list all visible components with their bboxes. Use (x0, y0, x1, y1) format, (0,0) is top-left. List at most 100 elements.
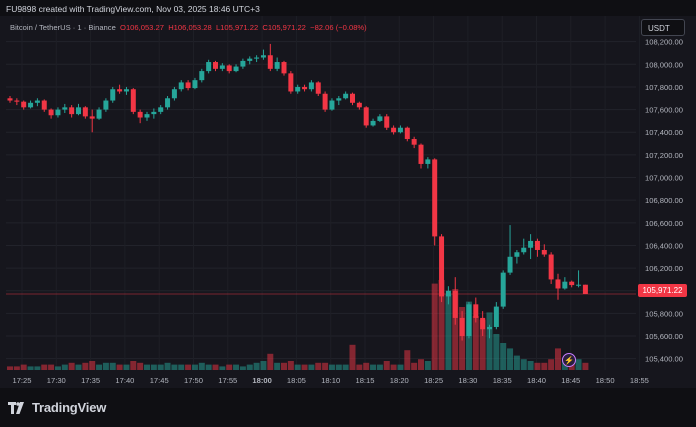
volume-bar (219, 366, 226, 370)
x-tick-label: 17:25 (12, 376, 31, 385)
volume-bar (513, 355, 520, 370)
currency-button[interactable]: USDT (641, 19, 685, 36)
volume-bar (445, 294, 452, 370)
volume-bar (294, 364, 301, 370)
volume-bar (89, 361, 96, 370)
candle-body (117, 89, 123, 92)
y-tick-label: 106,600.00 (645, 219, 683, 228)
x-tick-label: 17:30 (47, 376, 66, 385)
candle-body (459, 317, 465, 337)
candle-body (329, 100, 335, 110)
x-tick-label: 18:05 (287, 376, 306, 385)
volume-bar (328, 364, 335, 370)
lightning-icon[interactable]: ⚡ (562, 353, 576, 367)
volume-bar (431, 283, 438, 370)
candle-body (21, 101, 27, 108)
candle-body (391, 127, 397, 133)
candle-body (432, 159, 438, 237)
candle-body (247, 58, 253, 61)
x-tick-label: 18:40 (527, 376, 546, 385)
volume-bar (260, 361, 267, 370)
high-value: H106,053.28 (168, 23, 212, 32)
volume-bar (397, 364, 404, 370)
candle-body (555, 279, 561, 289)
volume-bar (41, 364, 48, 370)
candle-body (14, 100, 20, 102)
candle-body (295, 86, 301, 92)
x-tick-label: 18:25 (424, 376, 443, 385)
candle-body (493, 306, 499, 327)
candle-body (418, 144, 424, 164)
volume-bar (342, 364, 349, 370)
candle-body (123, 89, 129, 92)
volume-bar (479, 319, 486, 370)
volume-bar (68, 362, 75, 370)
volume-bar (137, 362, 144, 370)
candle-body (206, 62, 212, 72)
candle-body (541, 249, 547, 255)
candlestick-chart[interactable]: 105,400.00105,600.00105,800.00106,000.00… (0, 16, 696, 388)
volume-bar (157, 364, 164, 370)
x-tick-label: 18:50 (596, 376, 615, 385)
candle-body (569, 281, 575, 286)
symbol-title[interactable]: Bitcoin / TetherUS · 1 · Binance (10, 23, 116, 32)
candle-body (404, 127, 410, 140)
volume-bar (322, 362, 329, 370)
volume-bar (109, 362, 116, 370)
volume-bar (315, 362, 322, 370)
volume-bar (198, 362, 205, 370)
volume-bar (383, 361, 390, 370)
x-tick-label: 18:00 (252, 376, 271, 385)
volume-bar (335, 364, 342, 370)
candle-body (171, 89, 177, 99)
volume-bar (102, 362, 109, 370)
symbol-legend: Bitcoin / TetherUS · 1 · Binance O106,05… (10, 23, 367, 32)
chart-panel[interactable]: 105,400.00105,600.00105,800.00106,000.00… (0, 16, 696, 388)
candle-body (151, 111, 157, 115)
candle-body (226, 65, 232, 72)
candle-body (96, 109, 102, 119)
candle-body (62, 107, 68, 110)
x-tick-label: 17:50 (184, 376, 203, 385)
volume-bar (308, 364, 315, 370)
y-tick-label: 107,000.00 (645, 174, 683, 183)
volume-bar (61, 364, 68, 370)
brand-name: TradingView (32, 400, 107, 415)
candle-body (28, 102, 34, 108)
volume-bar (411, 362, 418, 370)
chart-caption: FU9898 created with TradingView.com, Nov… (6, 4, 260, 14)
volume-bar (253, 362, 260, 370)
volume-bar (582, 362, 589, 370)
volume-bar (233, 364, 240, 370)
close-value: C105,971.22 (262, 23, 306, 32)
candle-body (158, 107, 164, 112)
y-tick-label: 106,400.00 (645, 241, 683, 250)
tradingview-logo: TradingView (8, 400, 106, 415)
candle-body (185, 82, 191, 89)
candle-body (34, 100, 40, 103)
candle-body (130, 89, 136, 112)
candle-body (69, 107, 75, 115)
change-value: −82.06 (−0.08%) (310, 23, 367, 32)
low-value: L105,971.22 (215, 23, 259, 32)
volume-bar (418, 359, 424, 370)
volume-bar (171, 364, 178, 370)
volume-bar (472, 316, 479, 370)
candle-body (548, 254, 554, 280)
x-tick-label: 18:30 (458, 376, 477, 385)
candle-body (582, 284, 588, 295)
candle-body (350, 93, 355, 103)
volume-bar (548, 359, 555, 370)
volume-bar (281, 362, 287, 370)
candle-body (219, 65, 225, 69)
candle-body (562, 281, 568, 289)
candle-body (308, 82, 314, 90)
candle-body (411, 139, 417, 145)
candle-body (315, 82, 321, 94)
volume-bar (541, 362, 548, 370)
candle-body (281, 62, 287, 74)
candle-body (336, 98, 342, 101)
x-tick-label: 18:10 (321, 376, 340, 385)
candle-body (528, 240, 534, 248)
volume-bar (438, 280, 445, 370)
